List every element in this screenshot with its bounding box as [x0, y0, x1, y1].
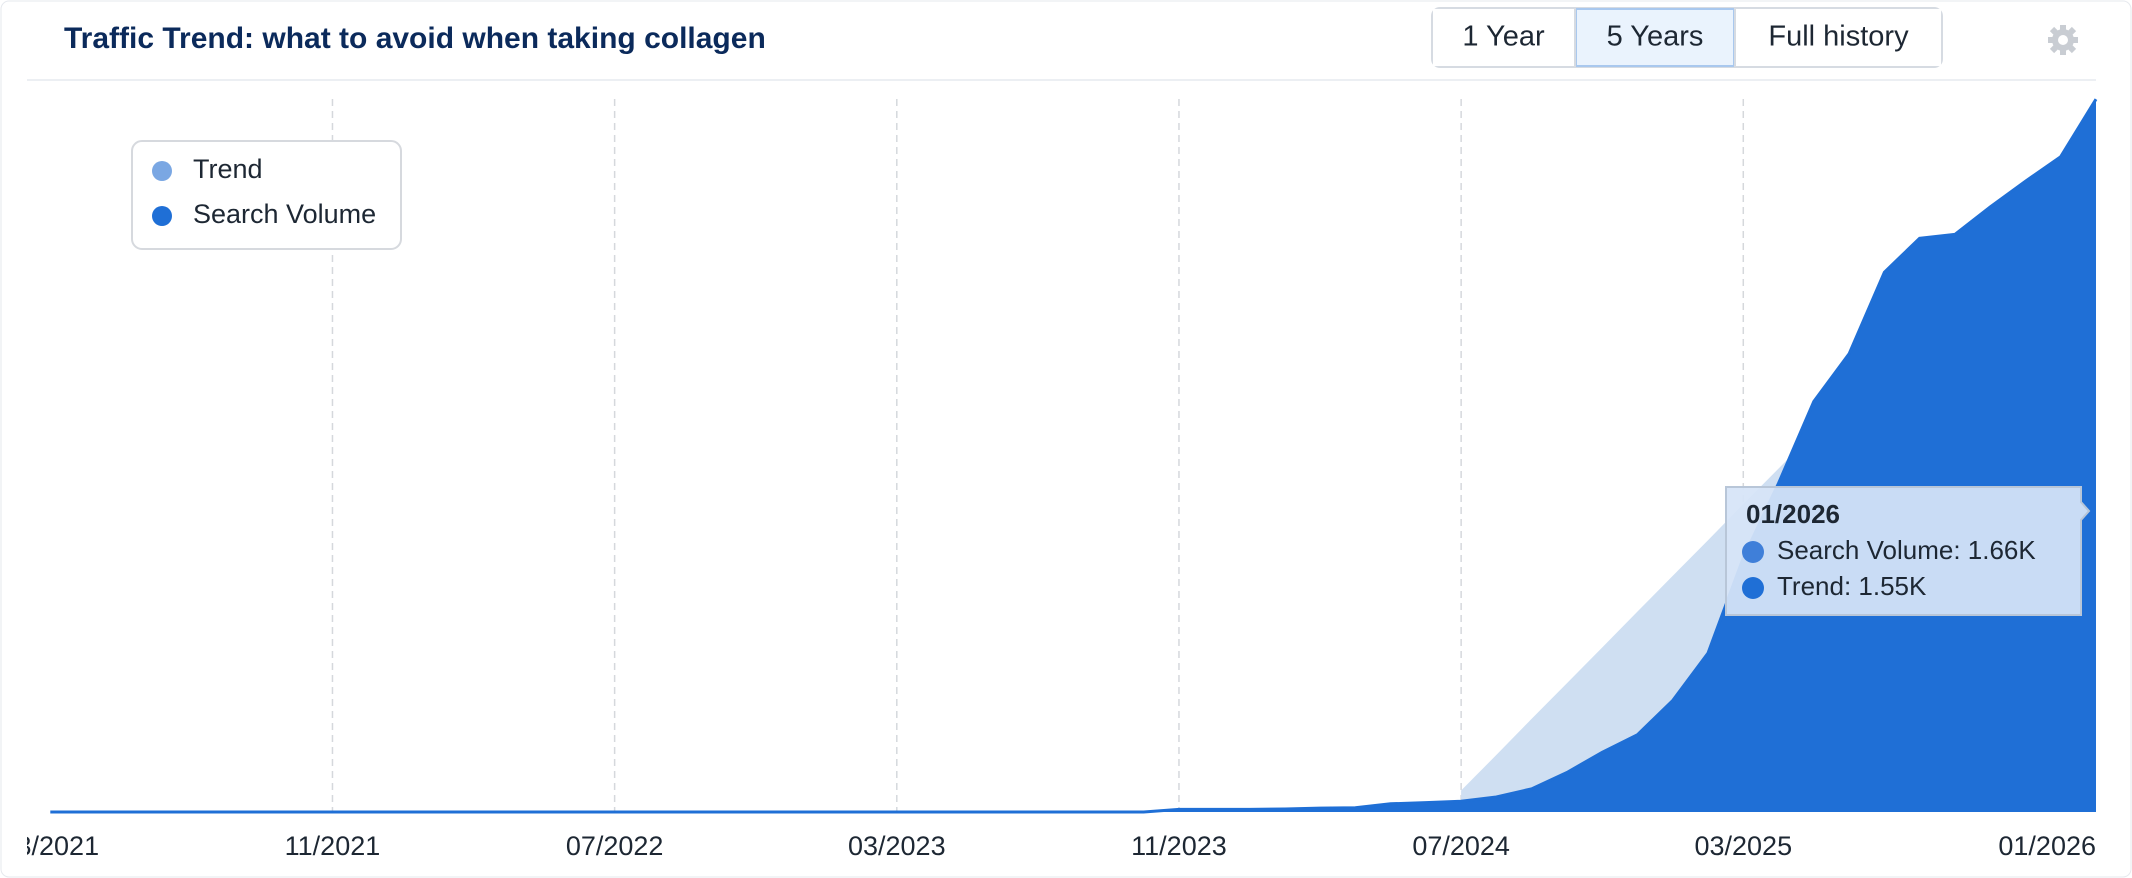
tooltip-title: 01/2026 [1746, 499, 1840, 529]
range-buttons: 1 Year 5 Years Full history [1431, 7, 1943, 68]
x-tick-label: 11/2023 [1131, 831, 1227, 861]
tooltip-item: Trend: 1.55K [1777, 571, 1927, 601]
legend-marker [152, 161, 172, 181]
range-button[interactable] [1433, 9, 1574, 66]
tooltip-marker [1742, 541, 1764, 563]
chart-title: Traffic Trend: what to avoid when taking… [64, 22, 766, 55]
legend-box [131, 140, 402, 250]
x-tick-label: 07/2024 [1412, 831, 1510, 861]
tooltip-item: Search Volume: 1.66K [1777, 535, 2036, 565]
range-button-label[interactable]: Full history [1768, 21, 1909, 53]
x-tick-label: 07/2022 [566, 831, 664, 861]
range-button-label[interactable]: 1 Year [1462, 21, 1545, 53]
range-button[interactable] [1736, 9, 1941, 66]
x-tick-label: 03/2021 [1, 831, 99, 861]
tooltip-box [1725, 486, 2091, 616]
x-tick-label: 01/2026 [1998, 831, 2096, 861]
settings-icon[interactable] [2048, 25, 2078, 55]
legend-label: Search Volume [193, 199, 376, 229]
tooltip-marker [1742, 577, 1764, 599]
x-tick-label: 11/2021 [285, 831, 381, 861]
legend-label: Trend [193, 154, 263, 184]
x-tick-label: 03/2025 [1694, 831, 1792, 861]
range-button-label[interactable]: 5 Years [1607, 21, 1704, 53]
area [50, 99, 2096, 812]
x-tick-label: 03/2023 [848, 831, 946, 861]
legend-marker [152, 206, 172, 226]
